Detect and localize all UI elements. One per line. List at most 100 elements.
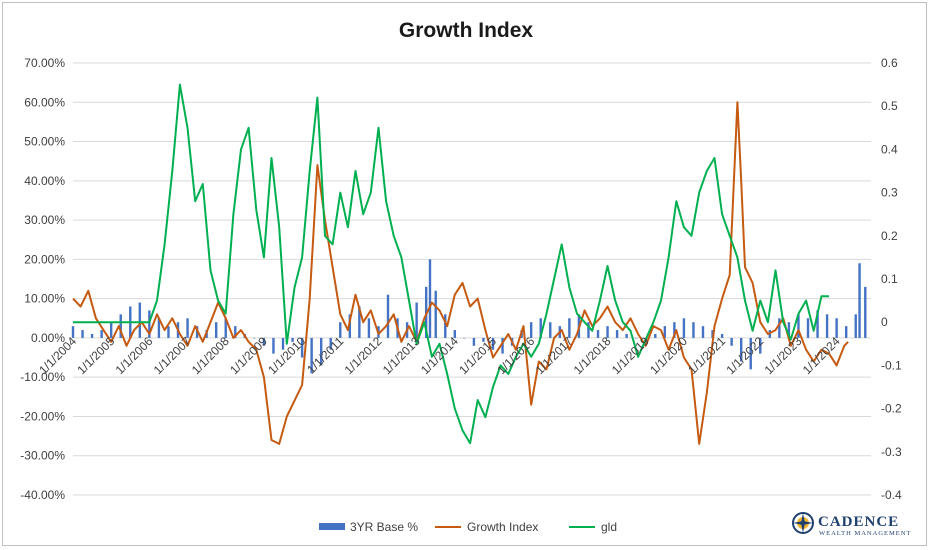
bar xyxy=(167,326,170,338)
y-left-tick-label: 50.00% xyxy=(24,135,65,149)
bar xyxy=(138,302,142,338)
bar xyxy=(835,318,838,338)
bar xyxy=(148,310,151,338)
bar xyxy=(787,322,791,338)
bar xyxy=(234,326,237,338)
bar xyxy=(291,337,294,342)
y-left-tick-label: -30.00% xyxy=(20,449,65,463)
legend-swatch-3yr-base xyxy=(319,523,345,530)
bar xyxy=(816,310,819,338)
bar xyxy=(90,333,94,338)
y-right-tick-label: 0 xyxy=(881,315,888,329)
bar xyxy=(720,333,724,338)
x-tick-label: 1/1/2014 xyxy=(418,334,461,377)
bar xyxy=(281,337,285,350)
bar xyxy=(501,337,504,354)
y-right-tick-label: -0.4 xyxy=(881,488,902,502)
y-right-tick-label: 0.3 xyxy=(881,186,898,200)
bar xyxy=(81,330,84,338)
y-axis-right: 0.6 0.5 0.4 0.3 0.2 0.1 0 -0.1 -0.2 -0.3 -0.4 xyxy=(881,56,902,502)
x-tick-label: 1/1/2005 xyxy=(74,334,117,377)
y-left-tick-label: 20.00% xyxy=(24,252,65,266)
y-right-tick-label: 0.2 xyxy=(881,229,898,243)
x-tick-label: 1/1/2021 xyxy=(685,334,728,377)
line-series-growth-index xyxy=(72,101,849,445)
bar xyxy=(858,263,861,338)
bar xyxy=(587,322,590,338)
bar xyxy=(157,318,161,338)
y-left-tick-label: 40.00% xyxy=(24,174,65,188)
compass-icon xyxy=(792,512,814,534)
bar xyxy=(634,337,638,339)
y-left-tick-label: 10.00% xyxy=(24,292,65,306)
bar xyxy=(749,337,752,370)
chart-svg: Growth Index 70.00% 60.00% 50.00% 40.00% 30.… xyxy=(20,19,911,537)
bar xyxy=(71,326,75,338)
bar xyxy=(186,318,189,338)
legend-label-gld: gld xyxy=(601,520,617,534)
bar xyxy=(606,326,609,338)
bar xyxy=(568,318,571,338)
bar xyxy=(711,330,714,338)
legend-label-3yr-base: 3YR Base % xyxy=(350,520,418,534)
line-series-gld xyxy=(73,83,829,445)
y-left-tick-label: -40.00% xyxy=(20,488,65,502)
x-axis: 1/1/20041/1/20051/1/20061/1/20071/1/2008… xyxy=(36,334,843,377)
bar xyxy=(596,330,600,338)
bar xyxy=(358,306,361,338)
cadence-logo: CADENCE WEALTH MANAGEMENT xyxy=(792,512,911,537)
bar xyxy=(253,337,256,339)
bar xyxy=(109,322,113,338)
bar xyxy=(262,337,266,346)
bar xyxy=(844,326,848,338)
bar xyxy=(428,259,432,338)
bar xyxy=(825,314,829,338)
y-right-tick-label: -0.2 xyxy=(881,402,902,416)
bar xyxy=(367,318,371,338)
y-right-tick-label: 0.5 xyxy=(881,99,898,113)
y-axis-left: 70.00% 60.00% 50.00% 40.00% 30.00% 20.00% 10.0… xyxy=(20,56,65,502)
legend: 3YR Base % Growth Index gld xyxy=(319,520,617,534)
bar xyxy=(224,318,227,338)
y-right-tick-label: 0.1 xyxy=(881,272,898,286)
bar xyxy=(615,330,619,338)
bar xyxy=(539,318,542,338)
x-tick-label: 1/1/2019 xyxy=(609,334,652,377)
y-right-tick-label: 0.4 xyxy=(881,142,898,156)
y-left-tick-label: 30.00% xyxy=(24,213,65,227)
bar xyxy=(310,337,313,374)
bar xyxy=(339,322,342,338)
x-tick-label: 1/1/2008 xyxy=(189,334,232,377)
bar xyxy=(701,326,705,338)
bar xyxy=(864,286,867,338)
bar xyxy=(463,337,466,339)
bar xyxy=(386,294,390,338)
bar xyxy=(673,322,676,338)
bar xyxy=(453,330,457,338)
legend-item-gld: gld xyxy=(569,520,617,534)
chart-title: Growth Index xyxy=(399,19,533,42)
bar xyxy=(625,333,628,338)
bar xyxy=(272,337,275,354)
bar xyxy=(472,337,476,346)
bar xyxy=(415,302,418,338)
x-tick-label: 1/1/2012 xyxy=(342,334,385,377)
bar xyxy=(730,337,733,346)
bar xyxy=(797,314,800,338)
bar xyxy=(739,337,743,362)
y-left-tick-label: -20.00% xyxy=(20,409,65,423)
y-left-tick-label: -10.00% xyxy=(20,370,65,384)
bar xyxy=(778,318,781,338)
bar xyxy=(663,326,667,338)
bar xyxy=(529,322,533,338)
bar xyxy=(348,314,352,338)
legend-item-3yr-base: 3YR Base % xyxy=(319,520,418,534)
bar xyxy=(759,337,762,354)
bar xyxy=(654,333,657,338)
logo-tagline: WEALTH MANAGEMENT xyxy=(819,530,911,537)
bar xyxy=(100,330,103,338)
bar xyxy=(444,314,447,338)
gridlines xyxy=(73,62,871,496)
x-tick-label: 1/1/2023 xyxy=(762,334,805,377)
